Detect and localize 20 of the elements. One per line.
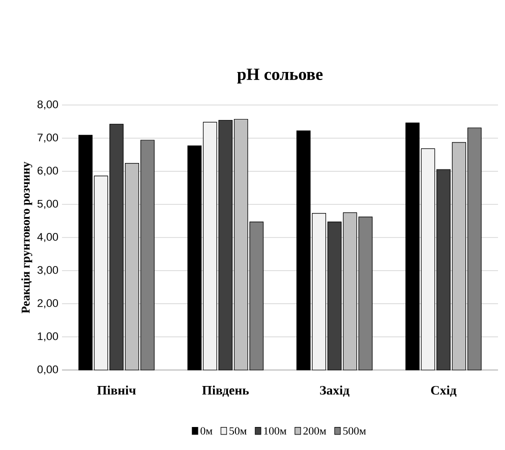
x-tick-label: Південь — [202, 386, 249, 397]
legend-label: 0м — [200, 427, 212, 435]
x-tick-label: Схід — [431, 386, 456, 397]
legend-label: 50м — [230, 427, 247, 435]
legend-label: 200м — [303, 427, 326, 435]
y-axis-title: Реакція грунтового розчину — [21, 162, 32, 314]
y-tick-label: 1,00 — [38, 332, 58, 342]
legend-label: 500м — [343, 427, 366, 435]
x-tick-label: Північ — [97, 386, 136, 395]
chart-title: pH сольове — [237, 68, 323, 84]
y-tick-label: 3,00 — [37, 266, 58, 276]
legend-label: 100м — [264, 427, 286, 435]
y-tick-label: 5,00 — [38, 200, 58, 209]
y-tick-label: 7,00 — [38, 134, 58, 143]
y-tick-label: 8,00 — [38, 100, 58, 110]
y-tick-label: 0,00 — [37, 365, 58, 375]
y-tick-label: 4,00 — [37, 232, 58, 242]
y-tick-label: 2,00 — [38, 299, 58, 308]
y-tick-label: 6,00 — [38, 166, 58, 176]
x-tick-label: Захід — [320, 386, 350, 397]
